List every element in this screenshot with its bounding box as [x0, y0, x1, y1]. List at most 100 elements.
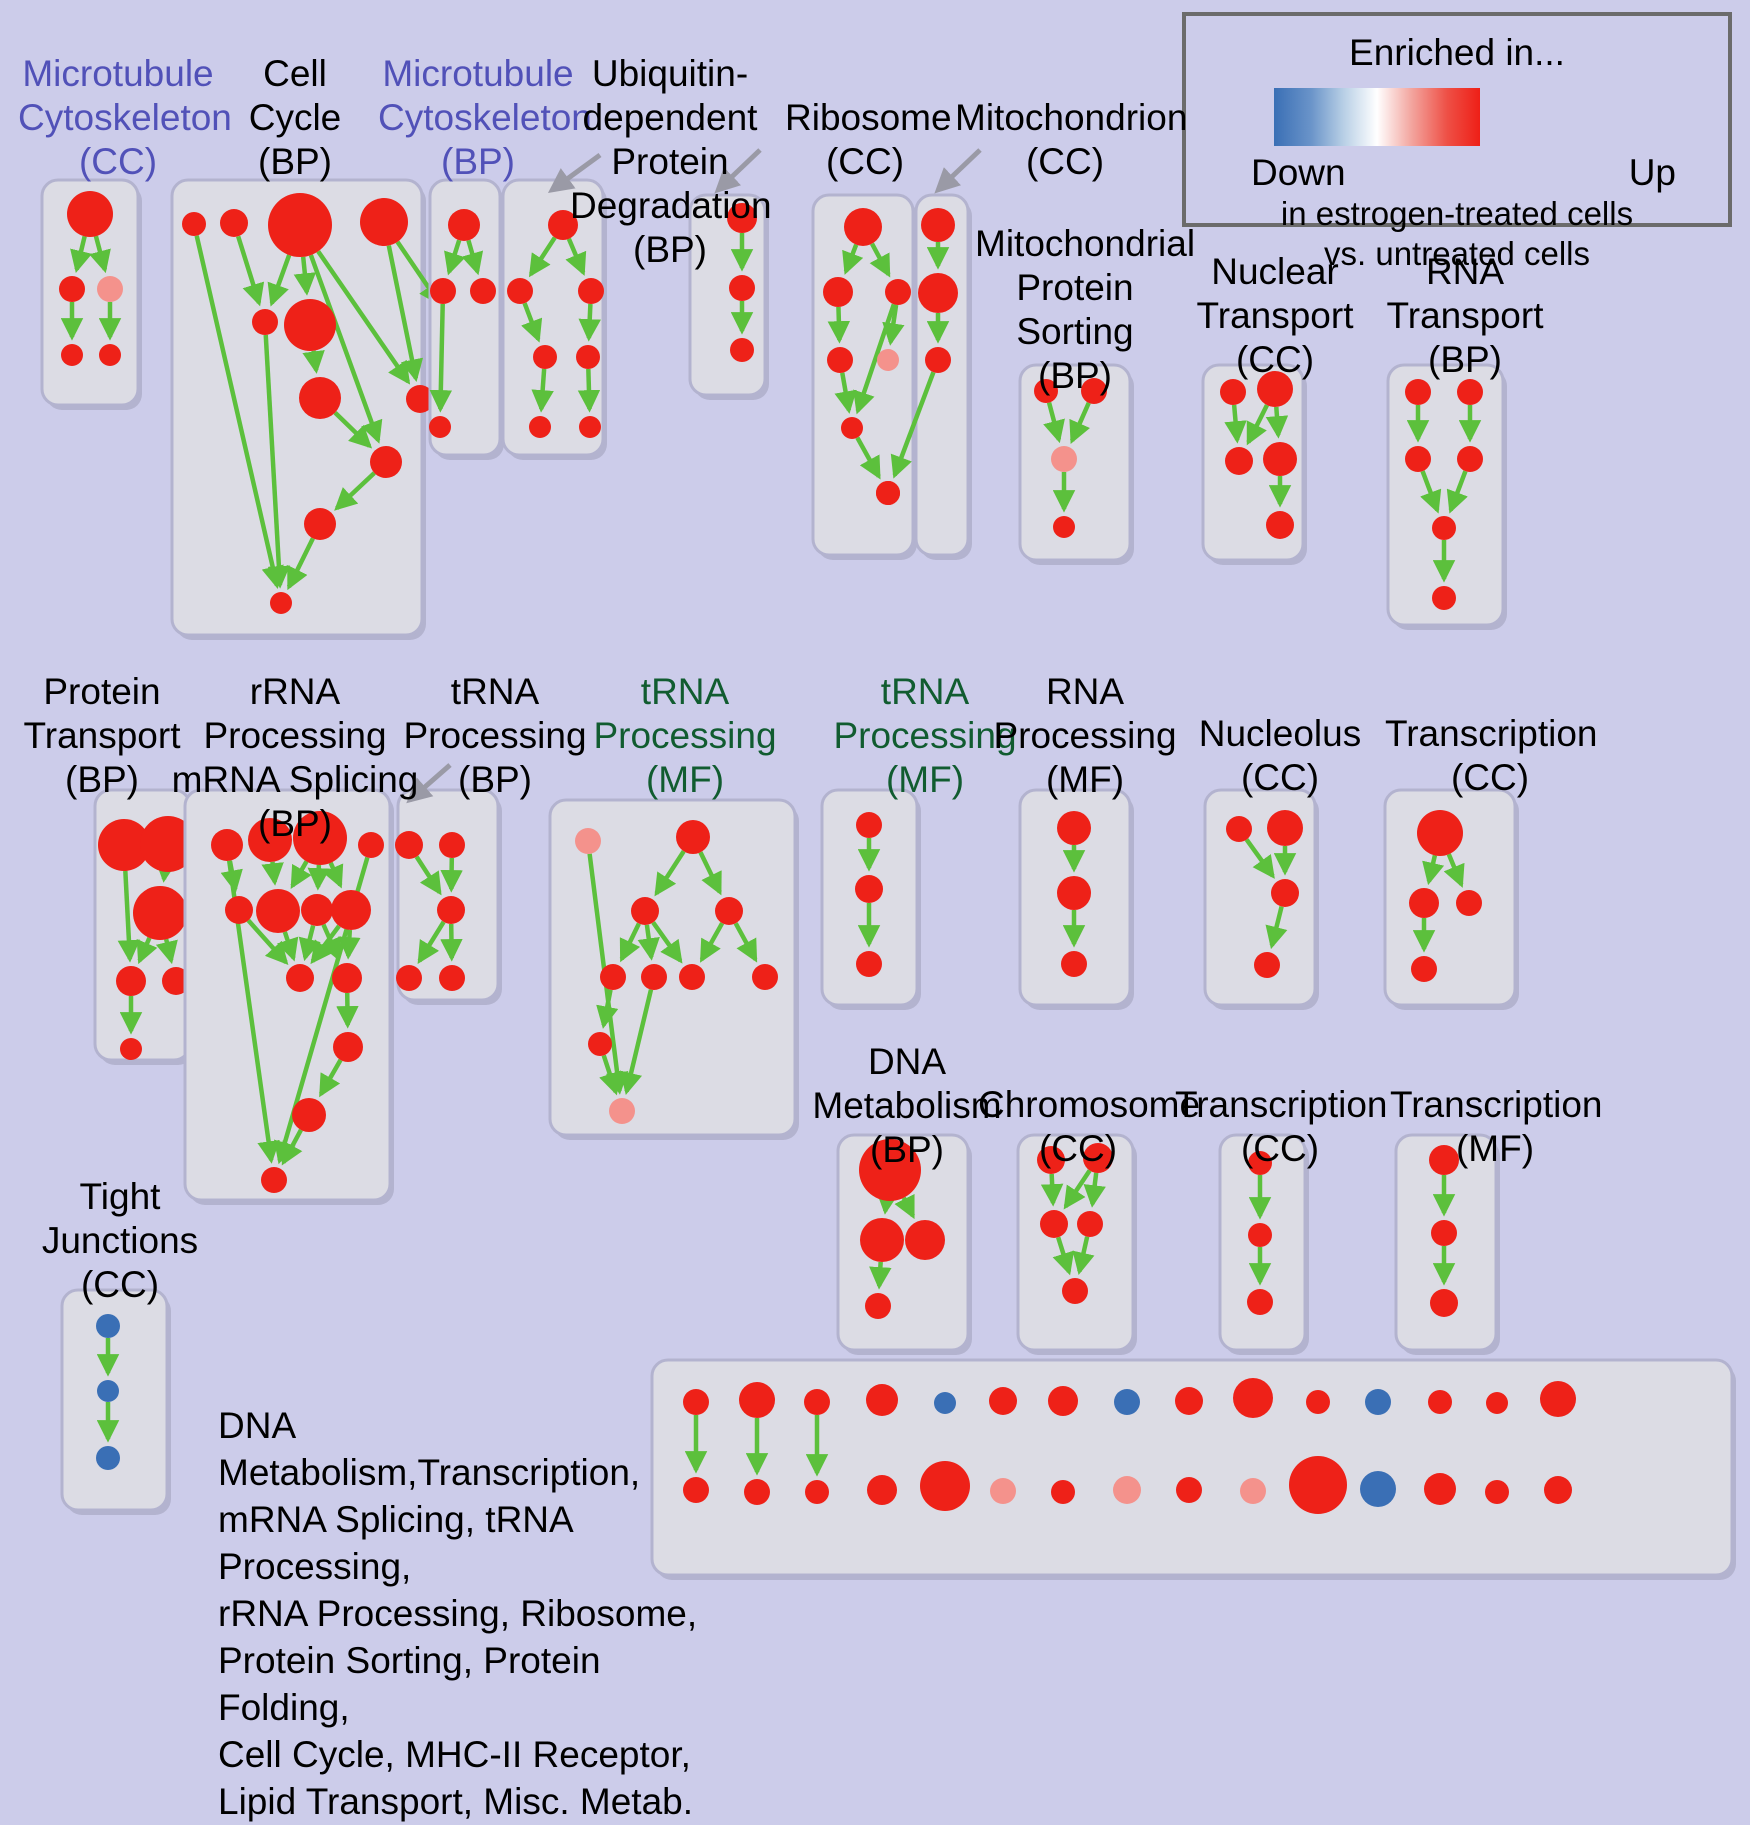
- gene-set-node[interactable]: [225, 896, 253, 924]
- gene-set-node[interactable]: [1424, 1473, 1456, 1505]
- gene-set-node[interactable]: [1360, 1471, 1396, 1507]
- gene-set-node[interactable]: [841, 417, 863, 439]
- gene-set-node[interactable]: [1432, 516, 1456, 540]
- gene-set-node[interactable]: [1247, 1289, 1273, 1315]
- gene-set-node[interactable]: [866, 1384, 898, 1416]
- gene-set-node[interactable]: [429, 416, 451, 438]
- gene-set-node[interactable]: [921, 208, 955, 242]
- gene-set-node[interactable]: [867, 1475, 897, 1505]
- gene-set-node[interactable]: [1225, 447, 1253, 475]
- gene-set-node[interactable]: [220, 209, 248, 237]
- gene-set-node[interactable]: [470, 278, 496, 304]
- gene-set-node[interactable]: [182, 212, 206, 236]
- gene-set-node[interactable]: [120, 1038, 142, 1060]
- gene-set-node[interactable]: [1430, 1289, 1458, 1317]
- gene-set-node[interactable]: [804, 1389, 830, 1415]
- gene-set-node[interactable]: [97, 1380, 119, 1402]
- gene-set-node[interactable]: [1077, 1211, 1103, 1237]
- gene-set-node[interactable]: [439, 832, 465, 858]
- gene-set-node[interactable]: [1540, 1381, 1576, 1417]
- gene-set-node[interactable]: [1226, 816, 1252, 842]
- gene-set-node[interactable]: [1457, 446, 1483, 472]
- gene-set-node[interactable]: [575, 828, 601, 854]
- gene-set-node[interactable]: [304, 508, 336, 540]
- gene-set-node[interactable]: [1057, 811, 1091, 845]
- gene-set-node[interactable]: [1053, 516, 1075, 538]
- gene-set-node[interactable]: [1365, 1389, 1391, 1415]
- gene-set-node[interactable]: [1485, 1480, 1509, 1504]
- gene-set-node[interactable]: [284, 299, 336, 351]
- gene-set-node[interactable]: [507, 278, 533, 304]
- gene-set-node[interactable]: [286, 964, 314, 992]
- gene-set-node[interactable]: [990, 1478, 1016, 1504]
- gene-set-node[interactable]: [989, 1387, 1017, 1415]
- gene-set-node[interactable]: [856, 812, 882, 838]
- gene-set-node[interactable]: [116, 966, 146, 996]
- gene-set-node[interactable]: [1240, 1478, 1266, 1504]
- gene-set-node[interactable]: [844, 208, 882, 246]
- gene-set-node[interactable]: [67, 191, 113, 237]
- gene-set-node[interactable]: [918, 273, 958, 313]
- gene-set-node[interactable]: [885, 279, 911, 305]
- gene-set-node[interactable]: [856, 951, 882, 977]
- gene-set-node[interactable]: [827, 347, 853, 373]
- gene-set-node[interactable]: [860, 1218, 904, 1262]
- gene-set-node[interactable]: [1061, 951, 1087, 977]
- gene-set-node[interactable]: [1486, 1392, 1508, 1414]
- gene-set-node[interactable]: [396, 965, 422, 991]
- gene-set-node[interactable]: [96, 1314, 120, 1338]
- gene-set-node[interactable]: [576, 345, 600, 369]
- gene-set-node[interactable]: [855, 875, 883, 903]
- gene-set-node[interactable]: [533, 345, 557, 369]
- gene-set-node[interactable]: [1263, 442, 1297, 476]
- gene-set-node[interactable]: [865, 1293, 891, 1319]
- gene-set-node[interactable]: [1405, 446, 1431, 472]
- gene-set-node[interactable]: [1306, 1390, 1330, 1414]
- gene-set-node[interactable]: [920, 1461, 970, 1511]
- gene-set-node[interactable]: [925, 347, 951, 373]
- gene-set-node[interactable]: [439, 965, 465, 991]
- gene-set-node[interactable]: [805, 1480, 829, 1504]
- gene-set-node[interactable]: [1267, 810, 1303, 846]
- gene-set-node[interactable]: [1248, 1223, 1272, 1247]
- gene-set-node[interactable]: [1289, 1456, 1347, 1514]
- gene-set-node[interactable]: [1457, 379, 1483, 405]
- gene-set-node[interactable]: [270, 592, 292, 614]
- gene-set-node[interactable]: [299, 377, 341, 419]
- gene-set-node[interactable]: [1113, 1476, 1141, 1504]
- gene-set-node[interactable]: [877, 349, 899, 371]
- gene-set-node[interactable]: [588, 1032, 612, 1056]
- gene-set-node[interactable]: [437, 896, 465, 924]
- gene-set-node[interactable]: [1233, 1378, 1273, 1418]
- gene-set-node[interactable]: [1175, 1387, 1203, 1415]
- gene-set-node[interactable]: [1431, 1220, 1457, 1246]
- gene-set-node[interactable]: [59, 276, 85, 302]
- gene-set-node[interactable]: [1456, 890, 1482, 916]
- gene-set-node[interactable]: [1051, 446, 1077, 472]
- gene-set-node[interactable]: [1048, 1386, 1078, 1416]
- gene-set-node[interactable]: [133, 886, 187, 940]
- gene-set-node[interactable]: [1405, 379, 1431, 405]
- gene-set-node[interactable]: [679, 964, 705, 990]
- gene-set-node[interactable]: [99, 344, 121, 366]
- gene-set-node[interactable]: [256, 889, 300, 933]
- gene-set-node[interactable]: [730, 338, 754, 362]
- gene-set-node[interactable]: [430, 278, 456, 304]
- gene-set-node[interactable]: [641, 964, 667, 990]
- gene-set-node[interactable]: [1432, 586, 1456, 610]
- gene-set-node[interactable]: [333, 1032, 363, 1062]
- gene-set-node[interactable]: [600, 964, 626, 990]
- gene-set-node[interactable]: [876, 481, 900, 505]
- gene-set-node[interactable]: [332, 963, 362, 993]
- gene-set-node[interactable]: [609, 1098, 635, 1124]
- gene-set-node[interactable]: [905, 1220, 945, 1260]
- gene-set-node[interactable]: [1040, 1210, 1068, 1238]
- gene-set-node[interactable]: [301, 894, 333, 926]
- gene-set-node[interactable]: [61, 344, 83, 366]
- gene-set-node[interactable]: [268, 193, 332, 257]
- gene-set-node[interactable]: [360, 198, 408, 246]
- gene-set-node[interactable]: [97, 276, 123, 302]
- gene-set-node[interactable]: [1254, 952, 1280, 978]
- gene-set-node[interactable]: [739, 1382, 775, 1418]
- gene-set-node[interactable]: [1266, 511, 1294, 539]
